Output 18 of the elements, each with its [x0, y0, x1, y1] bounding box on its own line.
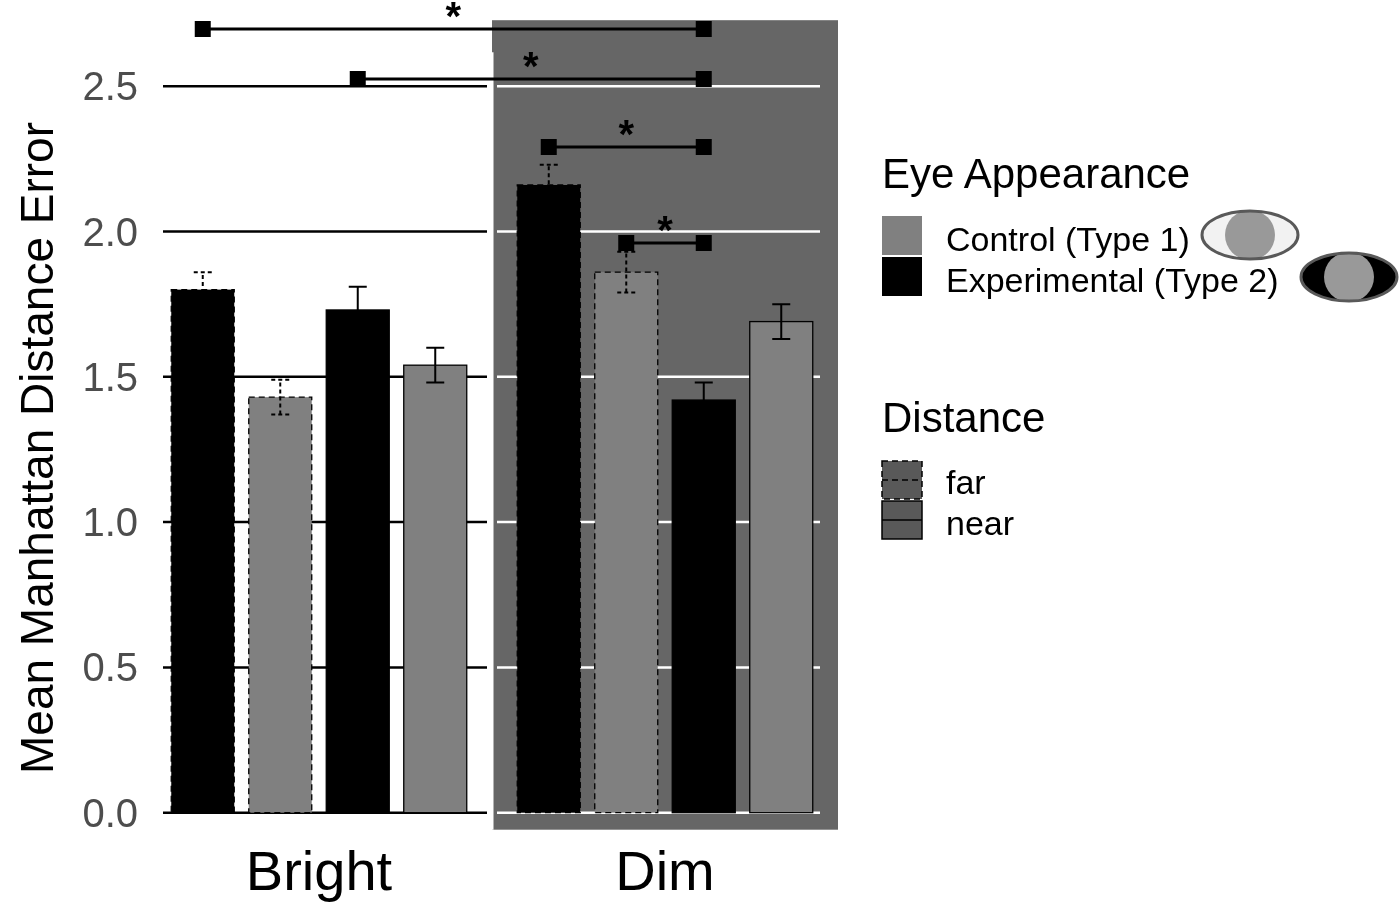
- legend-label: Experimental (Type 2): [946, 261, 1279, 299]
- annotation: *: [522, 44, 539, 88]
- text: far: [946, 463, 986, 501]
- x-tick-label: Dim: [615, 839, 715, 902]
- y-tick-label: 2.0: [82, 209, 138, 254]
- y-tick-label: 2.5: [82, 64, 138, 109]
- legend-title: Eye Appearance: [882, 150, 1191, 197]
- y-tick-label: 0.5: [82, 645, 138, 690]
- y-tick-label: 1.0: [82, 500, 138, 545]
- x-tick-label: Bright: [245, 839, 393, 902]
- y-tick-label: 1.5: [82, 354, 138, 399]
- text: near: [946, 504, 1015, 542]
- text: *: [445, 0, 462, 38]
- y-tick-label: 0.0: [82, 790, 138, 835]
- y-axis-title: Mean Manhattan Distance Error: [11, 122, 63, 774]
- legend-label: Control (Type 1): [946, 220, 1190, 258]
- annotation: *: [618, 112, 635, 156]
- text: Distance: [882, 394, 1046, 441]
